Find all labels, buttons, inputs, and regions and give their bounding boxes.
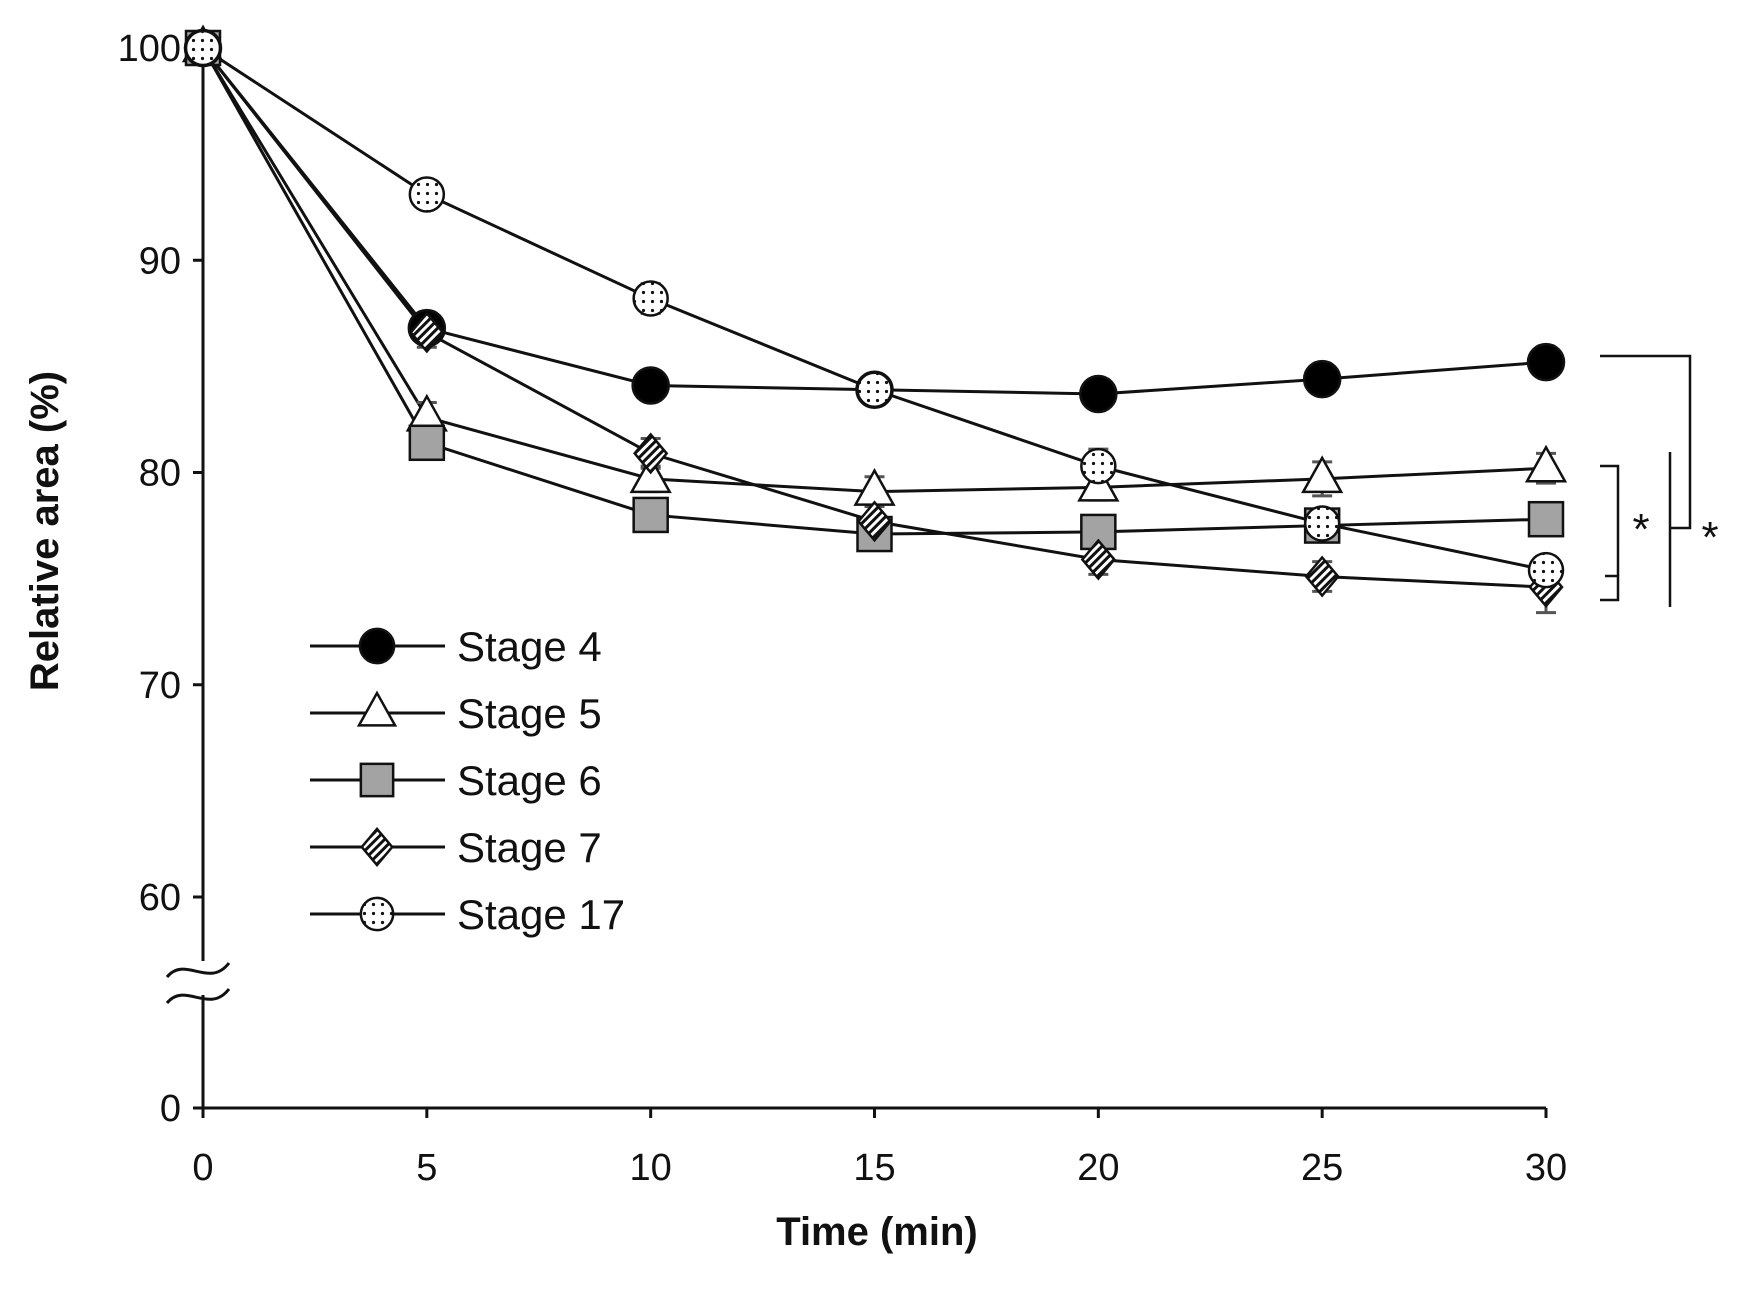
legend-label: Stage 6 xyxy=(457,757,602,804)
legend-item: Stage 4 xyxy=(310,623,602,670)
legend-item: Stage 7 xyxy=(310,824,602,871)
y-tick-label: 60 xyxy=(139,877,181,919)
data-point-stage-7 xyxy=(856,500,893,543)
axis-break-mark xyxy=(165,962,231,979)
data-point-stage-5 xyxy=(853,468,896,506)
y-tick-label: 100 xyxy=(118,28,181,70)
y-axis-title: Relative area (%) xyxy=(23,371,67,691)
legend-item: Stage 17 xyxy=(310,891,625,938)
x-tick-label: 30 xyxy=(1525,1147,1567,1189)
data-point-stage-4 xyxy=(1302,359,1342,399)
data-point-stage-5 xyxy=(629,455,672,494)
y-tick-label: 70 xyxy=(139,665,181,707)
data-point-stage-7 xyxy=(1080,538,1116,581)
data-point-stage-7 xyxy=(409,311,445,354)
legend-marker-stage-5 xyxy=(356,690,398,727)
error-bars xyxy=(416,184,1556,615)
axis-break-mark xyxy=(165,988,231,1005)
significance-bracket-inner-top xyxy=(1600,464,1620,544)
data-point-stage-4 xyxy=(631,366,670,405)
x-tick-label: 25 xyxy=(1301,1147,1343,1189)
series-line-stage-5 xyxy=(201,47,1547,494)
significance-star: * xyxy=(1632,505,1649,554)
legend: Stage 4 Stage 5 Stage 6 Stage 7 Stage 17 xyxy=(310,623,625,938)
significance-brackets: ** xyxy=(1600,354,1719,607)
x-axis-title: Time (min) xyxy=(776,1210,978,1254)
data-point-stage-6 xyxy=(408,424,446,462)
legend-label: Stage 17 xyxy=(457,891,625,938)
significance-star: * xyxy=(1701,513,1718,562)
legend-item: Stage 5 xyxy=(310,690,602,737)
data-point-stage-7 xyxy=(633,432,669,475)
y-tick-label: 90 xyxy=(139,240,181,282)
legend-marker-stage-17 xyxy=(359,896,395,932)
data-point-stage-5 xyxy=(1524,444,1568,483)
series-line-stage-6 xyxy=(201,47,1547,536)
data-point-stage-5 xyxy=(1301,455,1344,494)
x-tick-label: 15 xyxy=(853,1147,895,1189)
data-point-stage-17 xyxy=(184,29,222,67)
legend-marker-stage-6 xyxy=(359,762,395,798)
data-point-stage-17 xyxy=(632,280,669,317)
data-point-stage-17 xyxy=(1527,551,1565,589)
data-point-stage-17 xyxy=(408,176,446,213)
significance-bracket-outer xyxy=(1600,354,1692,530)
x-tick-label: 5 xyxy=(416,1147,437,1189)
data-point-stage-4 xyxy=(1526,342,1566,382)
y-tick-label: 80 xyxy=(139,453,181,495)
legend-label: Stage 7 xyxy=(457,824,602,871)
data-point-stage-7 xyxy=(1304,555,1340,598)
x-tick-label: 10 xyxy=(630,1147,672,1189)
legend-item: Stage 6 xyxy=(310,757,602,804)
legend-marker-stage-4 xyxy=(358,627,396,665)
data-point-stage-17 xyxy=(1080,447,1117,485)
x-tick-label: 0 xyxy=(192,1147,213,1189)
y-tick-label: 0 xyxy=(160,1088,181,1130)
significance-bracket-inner-bottom xyxy=(1600,574,1620,602)
data-point-stage-17 xyxy=(856,371,893,408)
legend-marker-stage-7 xyxy=(360,827,394,867)
series-line-stage-4 xyxy=(201,47,1547,396)
data-point-stage-17 xyxy=(1303,505,1341,542)
data-point-stage-6 xyxy=(1527,500,1565,538)
legend-label: Stage 5 xyxy=(457,690,602,737)
legend-label: Stage 4 xyxy=(457,623,602,670)
data-point-stage-4 xyxy=(1079,374,1118,414)
x-tick-label: 20 xyxy=(1077,1147,1119,1189)
data-markers xyxy=(181,24,1568,609)
axes: 0 60 70 80 90 100 0 5 10 15 20 25 30 xyxy=(118,28,1568,1189)
data-point-stage-6 xyxy=(632,496,669,534)
